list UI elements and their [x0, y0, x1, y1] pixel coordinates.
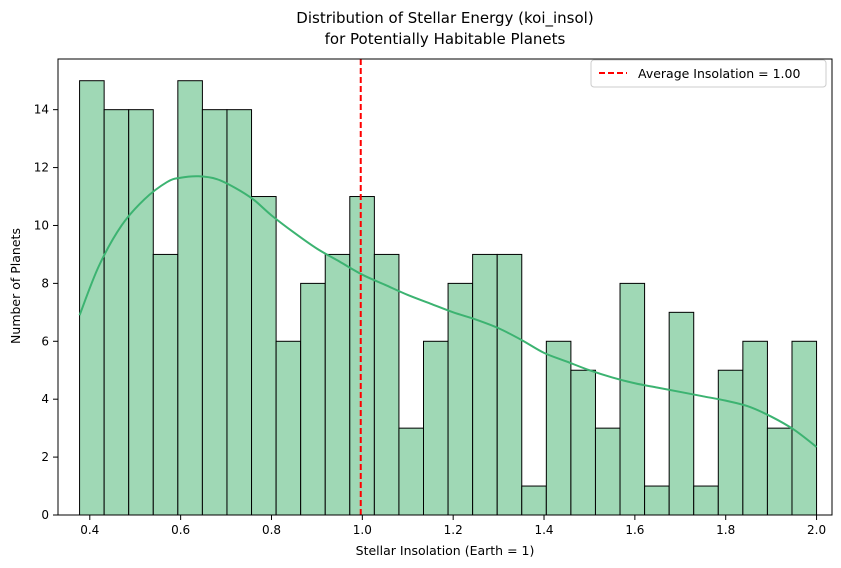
- x-tick-label: 0.6: [171, 523, 190, 537]
- histogram-bar: [594, 427, 621, 516]
- histogram-bar: [275, 340, 302, 516]
- kde-curve: [78, 175, 818, 448]
- y-tick-label: 14: [34, 103, 49, 117]
- plot-frame: [57, 58, 833, 516]
- histogram-bar: [398, 427, 425, 516]
- y-tick-label: 8: [41, 276, 49, 290]
- x-tick-label: 1.2: [444, 523, 463, 537]
- histogram-bar: [570, 369, 596, 516]
- histogram-bar: [472, 253, 498, 516]
- ticks-group: 0.4 0.6 0.8 1.0 1.2 1.4 1.6 1.8 2.0 0 2 4 6 8 10 12 14: [34, 103, 826, 537]
- chart-title-line-1: Distribution of Stellar Energy (koi_inso…: [296, 9, 593, 28]
- histogram-bar: [619, 282, 646, 516]
- histogram-bar: [201, 109, 228, 516]
- y-tick-label: 4: [41, 392, 49, 406]
- x-tick-label: 1.0: [353, 523, 372, 537]
- x-tick-label: 0.4: [80, 523, 99, 537]
- x-tick-label: 1.4: [534, 523, 553, 537]
- histogram-bar: [766, 427, 793, 516]
- y-tick-label: 12: [34, 161, 49, 175]
- histogram-bar: [373, 253, 400, 516]
- histogram-bar: [103, 109, 130, 516]
- histogram-bar: [128, 109, 154, 516]
- histogram-bar: [349, 196, 375, 516]
- kde-group: [78, 175, 818, 448]
- legend-box: [590, 59, 827, 88]
- histogram-bar: [152, 253, 179, 516]
- histogram-bar: [545, 340, 572, 516]
- axes-frame: [57, 58, 833, 516]
- histogram-bar: [177, 80, 203, 516]
- histogram-bar: [447, 282, 474, 516]
- x-tick-label: 1.8: [716, 523, 735, 537]
- histogram-bar: [496, 253, 523, 516]
- y-tick-label: 2: [41, 450, 49, 464]
- y-axis-label: Number of Planets: [8, 228, 23, 344]
- histogram-bar: [324, 253, 351, 516]
- legend: Average Insolation = 1.00: [590, 59, 827, 88]
- histogram-bar: [742, 340, 768, 516]
- histogram-bar: [668, 311, 695, 516]
- x-tick-label: 1.6: [625, 523, 644, 537]
- histogram-bar: [226, 109, 253, 516]
- legend-label: Average Insolation = 1.00: [638, 66, 800, 81]
- histogram-bar: [79, 80, 105, 516]
- histogram-bar: [251, 196, 277, 516]
- y-tick-label: 0: [41, 508, 49, 522]
- x-tick-label: 0.8: [262, 523, 281, 537]
- histogram-bar: [300, 282, 326, 516]
- histogram-bar: [521, 485, 547, 516]
- histogram-bar: [644, 485, 670, 516]
- x-axis-label: Stellar Insolation (Earth = 1): [356, 543, 535, 558]
- chart-title-line-2: for Potentially Habitable Planets: [325, 30, 566, 48]
- bars-group: [79, 80, 818, 516]
- histogram-bar: [423, 340, 449, 516]
- x-tick-label: 2.0: [807, 523, 826, 537]
- y-tick-label: 10: [34, 218, 49, 232]
- y-tick-label: 6: [41, 334, 49, 348]
- histogram-bar: [717, 369, 744, 516]
- histogram-bar: [693, 485, 719, 516]
- histogram-bar: [791, 340, 818, 516]
